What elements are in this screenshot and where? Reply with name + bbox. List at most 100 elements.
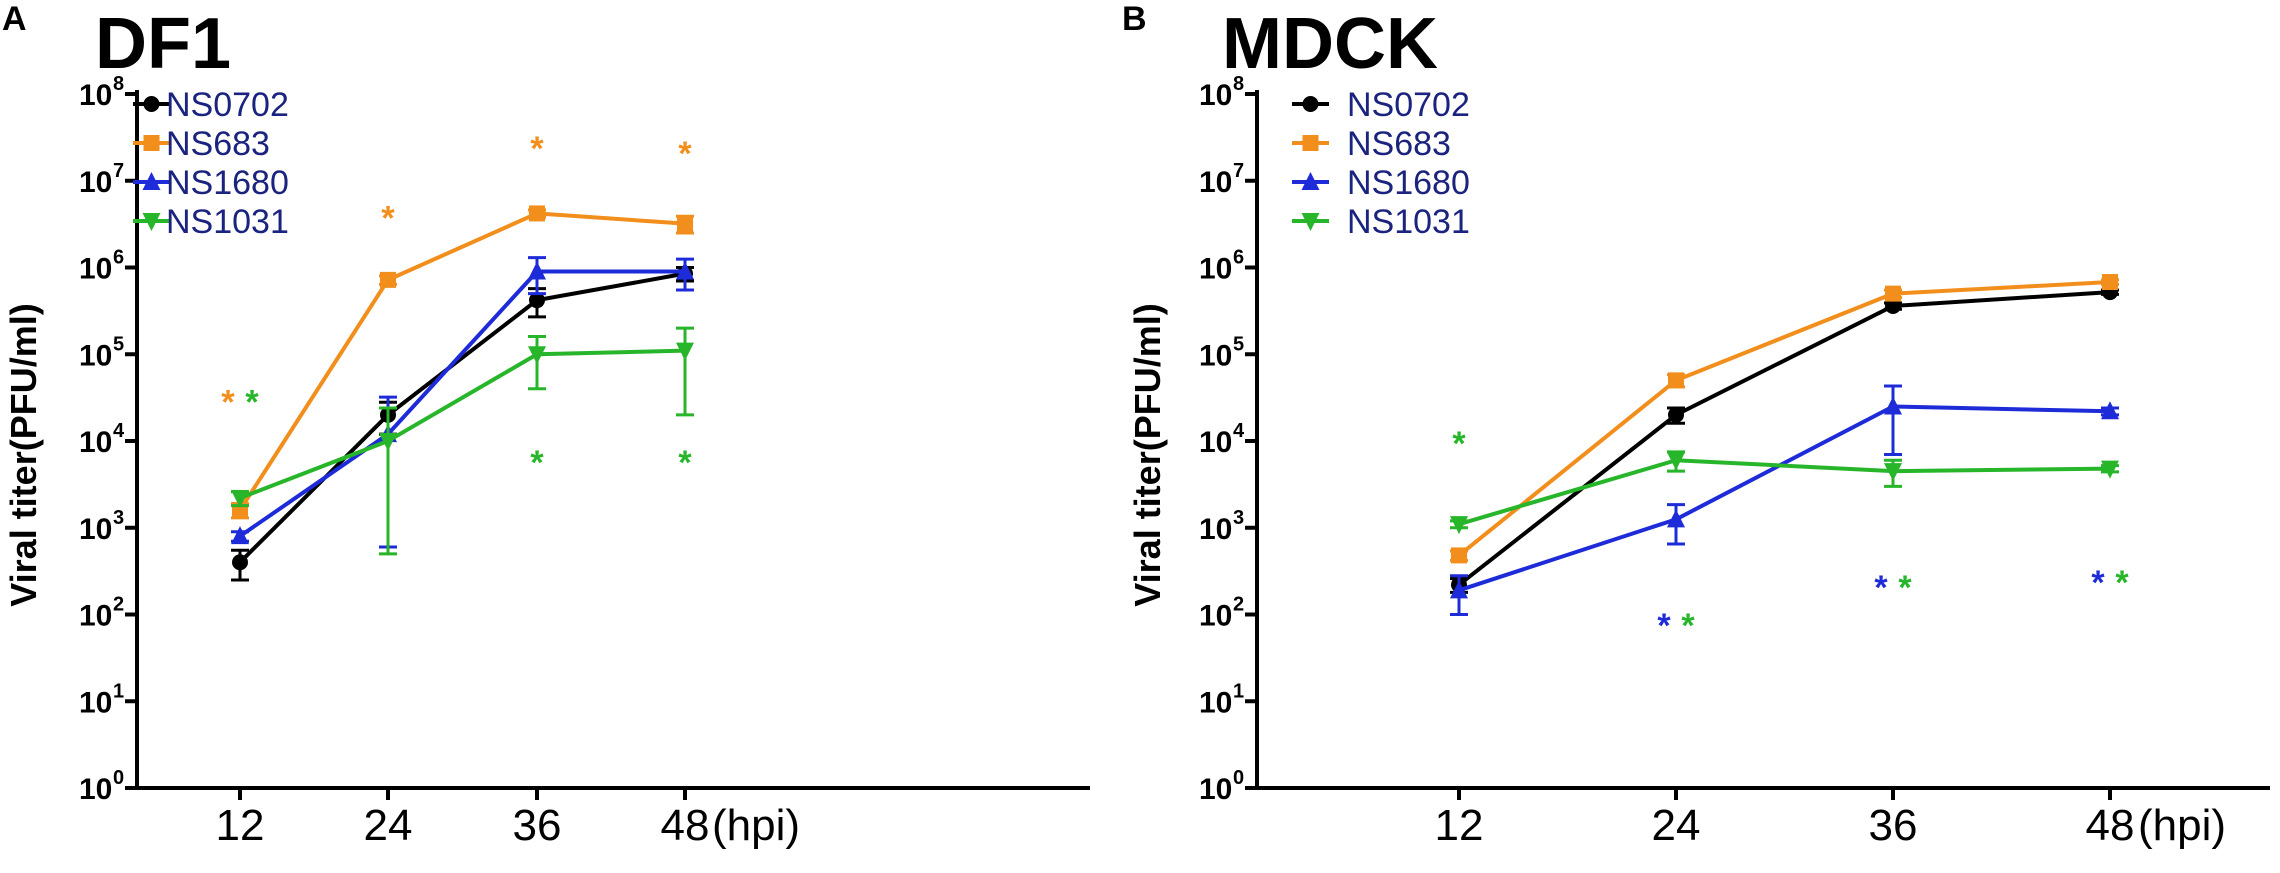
y-tick-label-exponent: 8: [113, 73, 124, 95]
data-point: [1450, 580, 1468, 599]
y-tick-label-exponent: 3: [113, 507, 124, 529]
legend-marker: [1301, 172, 1320, 190]
y-tick-label-base: 10: [1199, 253, 1232, 286]
legend-label: NS1680: [166, 164, 289, 202]
legend-marker: [143, 96, 160, 112]
y-tick-label-base: 10: [79, 773, 112, 806]
series-ns0702: [1450, 284, 2119, 594]
data-point: [2101, 401, 2119, 420]
data-point: [529, 205, 545, 222]
y-axis-label-mdck: Viral titer(PFU/ml): [1127, 303, 1168, 606]
y-tick-label-exponent: 0: [1233, 767, 1244, 789]
y-tick-label-base: 10: [79, 166, 112, 199]
y-tick-label-exponent: 7: [1233, 160, 1244, 182]
data-point: [1884, 396, 1902, 415]
data-point: [380, 271, 396, 288]
y-tick-label-exponent: 1: [113, 680, 124, 702]
significance-asterisk: *: [2115, 564, 2129, 602]
y-tick-label-exponent: 3: [1233, 507, 1244, 529]
panel-mdck: B MDCK Viral titer(PFU/ml) 10 010 110 210 31…: [1122, 0, 2270, 850]
panel-letter-a: A: [2, 0, 27, 38]
significance-asterisk: *: [1874, 569, 1888, 607]
data-point: [231, 490, 249, 509]
y-tick-label-exponent: 2: [1233, 594, 1244, 616]
y-tick-label-base: 10: [1199, 513, 1232, 546]
series-line-ns683: [1457, 280, 2111, 557]
data-point: [1451, 547, 1467, 564]
y-axis-label-df1: Viral titer(PFU/ml): [3, 303, 44, 606]
y-tick-label-exponent: 0: [113, 767, 124, 789]
data-point: [379, 433, 397, 451]
data-point: [1668, 372, 1684, 389]
x-tick-label: 48: [661, 801, 710, 850]
significance-asterisk: *: [381, 199, 395, 237]
y-tick-label-exponent: 6: [113, 247, 124, 269]
y-tick-label-exponent: 7: [113, 160, 124, 182]
significance-asterisk: *: [1898, 569, 1912, 607]
series-ns1680: [1450, 384, 2119, 616]
y-tick-label-base: 10: [1199, 686, 1232, 719]
data-point: [1667, 509, 1685, 528]
significance-asterisk: *: [221, 384, 235, 422]
series-line-ns683: [238, 211, 686, 512]
series-line-ns1031: [239, 348, 686, 500]
panel-letter-b: B: [1122, 0, 1147, 38]
significance-asterisk: *: [678, 135, 692, 173]
chart-title-df1: DF1: [95, 4, 231, 84]
y-tick-label-exponent: 8: [1233, 73, 1244, 95]
significance-asterisk: *: [530, 130, 544, 168]
significance-asterisk: *: [678, 444, 692, 482]
y-tick-label-base: 10: [1199, 773, 1232, 806]
legend-label: NS0702: [166, 86, 289, 124]
series-ns1031: [231, 326, 694, 556]
y-tick-label-base: 10: [79, 253, 112, 286]
legend-marker: [142, 213, 161, 231]
legend-label: NS683: [1347, 125, 1451, 163]
series-line-ns0702: [1457, 290, 2111, 587]
y-tick-label-exponent: 6: [1233, 247, 1244, 269]
y-tick-label-exponent: 5: [1233, 333, 1244, 355]
data-point: [1884, 463, 1902, 482]
data-point: [528, 261, 546, 280]
y-tick-label-exponent: 4: [1233, 420, 1245, 442]
data-point: [231, 526, 249, 545]
series-line-ns1680: [1458, 404, 2111, 593]
legend-label: NS0702: [1347, 86, 1470, 124]
legend-label: NS1031: [1347, 203, 1470, 241]
legend-marker: [143, 135, 160, 151]
data-point: [1668, 406, 1684, 423]
y-tick-label-exponent: 2: [113, 594, 124, 616]
y-tick-label-base: 10: [1199, 79, 1232, 112]
x-axis-unit: (hpi): [2138, 801, 2226, 850]
series-line-ns0702: [238, 271, 686, 564]
series-ns0702: [231, 265, 694, 582]
data-point: [676, 261, 694, 280]
x-tick-label: 12: [216, 801, 265, 850]
series-ns1031: [1450, 450, 2119, 535]
x-tick-label: 36: [1869, 801, 1918, 850]
x-tick-label: 12: [1435, 801, 1484, 850]
y-tick-label-exponent: 4: [113, 420, 125, 442]
y-tick-label-base: 10: [79, 600, 112, 633]
data-point: [1667, 452, 1685, 471]
y-tick-label-base: 10: [79, 339, 112, 372]
y-tick-label-base: 10: [79, 426, 112, 459]
significance-asterisk: *: [1657, 607, 1671, 645]
y-tick-label-exponent: 5: [113, 333, 124, 355]
x-tick-label: 24: [1652, 801, 1701, 850]
data-point: [676, 342, 694, 361]
significance-asterisk: *: [1452, 425, 1466, 463]
data-point: [677, 215, 693, 232]
significance-asterisk: *: [530, 444, 544, 482]
data-point: [1885, 285, 1901, 302]
y-tick-label-base: 10: [1199, 600, 1232, 633]
legend-label: NS683: [166, 125, 270, 163]
legend-label: NS1680: [1347, 164, 1470, 202]
data-point: [1450, 516, 1468, 535]
significance-asterisk: *: [2091, 564, 2105, 602]
y-tick-label-base: 10: [79, 513, 112, 546]
series-ns683: [231, 205, 694, 520]
legend-marker: [1301, 213, 1320, 231]
y-tick-label-base: 10: [1199, 426, 1232, 459]
data-point: [529, 292, 545, 309]
